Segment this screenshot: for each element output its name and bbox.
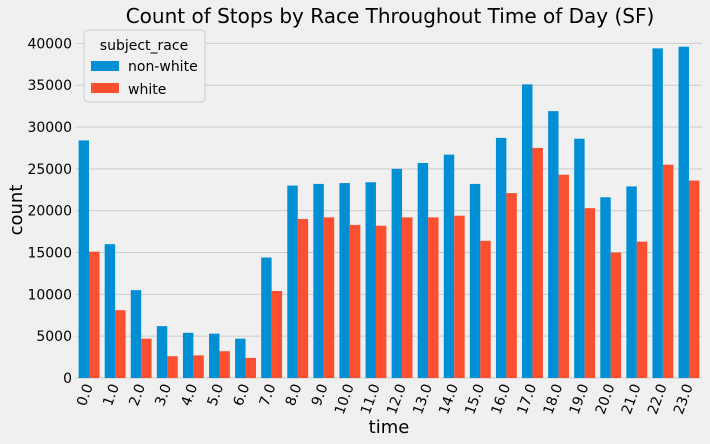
bar-white-10.0 <box>349 224 361 378</box>
bar-white-1.0 <box>115 310 126 378</box>
bar-non-white-18.0 <box>548 111 559 378</box>
y-axis-label: count <box>6 185 27 236</box>
x-tick-label: 3.0 <box>152 382 175 408</box>
bar-white-18.0 <box>558 174 569 378</box>
bar-white-13.0 <box>428 217 439 378</box>
bar-non-white-2.0 <box>130 290 142 378</box>
bar-white-16.0 <box>506 193 517 378</box>
bar-non-white-22.0 <box>652 48 663 378</box>
bar-white-21.0 <box>636 241 648 378</box>
bars <box>78 46 700 379</box>
bar-white-22.0 <box>662 164 674 378</box>
bar-white-15.0 <box>480 240 491 378</box>
x-axis-label: time <box>369 417 410 438</box>
bar-non-white-6.0 <box>235 338 246 378</box>
bar-white-4.0 <box>193 355 204 378</box>
x-tick-label: 6.0 <box>231 382 254 408</box>
bar-white-14.0 <box>454 215 465 378</box>
y-tick-label: 40000 <box>27 36 72 52</box>
x-tick-label: 2.0 <box>126 382 149 408</box>
bar-white-7.0 <box>271 290 283 378</box>
legend-label-white: white <box>128 82 166 98</box>
bar-non-white-13.0 <box>417 162 429 378</box>
bar-non-white-12.0 <box>391 168 403 378</box>
bar-non-white-17.0 <box>522 84 533 379</box>
bar-non-white-15.0 <box>469 183 481 378</box>
bar-non-white-0.0 <box>78 140 90 378</box>
legend-swatch-white <box>91 83 119 93</box>
bar-non-white-19.0 <box>574 138 585 378</box>
bar-non-white-11.0 <box>365 182 376 378</box>
bar-non-white-5.0 <box>209 333 220 378</box>
bar-non-white-7.0 <box>261 257 272 378</box>
bar-non-white-4.0 <box>182 332 194 378</box>
bar-white-12.0 <box>402 217 413 378</box>
bar-white-20.0 <box>610 252 622 378</box>
x-tick-label: 1.0 <box>100 382 123 408</box>
bar-white-5.0 <box>219 351 230 378</box>
bar-non-white-8.0 <box>287 185 298 378</box>
bar-white-6.0 <box>245 357 256 378</box>
bar-white-3.0 <box>167 356 178 378</box>
bar-non-white-16.0 <box>495 137 507 378</box>
bar-white-8.0 <box>297 219 309 378</box>
bar-white-2.0 <box>141 338 152 378</box>
bar-white-23.0 <box>688 180 700 378</box>
legend-swatch-non-white <box>91 61 119 71</box>
y-tick-label: 5000 <box>36 329 72 345</box>
bar-white-9.0 <box>323 217 335 378</box>
bar-non-white-21.0 <box>626 186 637 378</box>
y-tick-label: 35000 <box>27 78 72 94</box>
x-tick-label: 9.0 <box>309 382 332 408</box>
legend: subject_race non-white white <box>83 29 206 103</box>
bar-white-0.0 <box>89 251 100 378</box>
legend-label-non-white: non-white <box>128 59 198 75</box>
legend-title: subject_race <box>100 38 188 54</box>
y-tick-label: 0 <box>63 371 72 387</box>
bar-non-white-9.0 <box>313 183 324 378</box>
y-tick-label: 10000 <box>27 287 72 303</box>
y-tick-label: 25000 <box>27 162 72 178</box>
bar-non-white-20.0 <box>600 197 611 378</box>
bar-non-white-3.0 <box>156 326 168 378</box>
y-tick-label: 30000 <box>27 120 72 136</box>
bar-white-17.0 <box>532 147 543 378</box>
x-tick-label: 0.0 <box>74 382 97 408</box>
x-tick-label: 7.0 <box>257 382 280 408</box>
bar-non-white-10.0 <box>339 183 350 378</box>
x-tick-label: 4.0 <box>178 382 201 408</box>
chart-title: Count of Stops by Race Throughout Time o… <box>126 4 655 28</box>
y-tick-label: 20000 <box>27 204 72 220</box>
bar-white-11.0 <box>375 225 387 378</box>
bar-non-white-1.0 <box>104 244 116 378</box>
y-tick-label: 15000 <box>27 246 72 262</box>
bar-non-white-23.0 <box>678 46 689 379</box>
x-tick-label: 8.0 <box>283 382 306 408</box>
bar-non-white-14.0 <box>443 154 455 378</box>
bar-white-19.0 <box>584 208 596 378</box>
x-tick-label: 5.0 <box>205 382 228 408</box>
y-tick-labels: 0 5000 10000 15000 20000 25000 30000 35000 40000 <box>27 36 72 387</box>
